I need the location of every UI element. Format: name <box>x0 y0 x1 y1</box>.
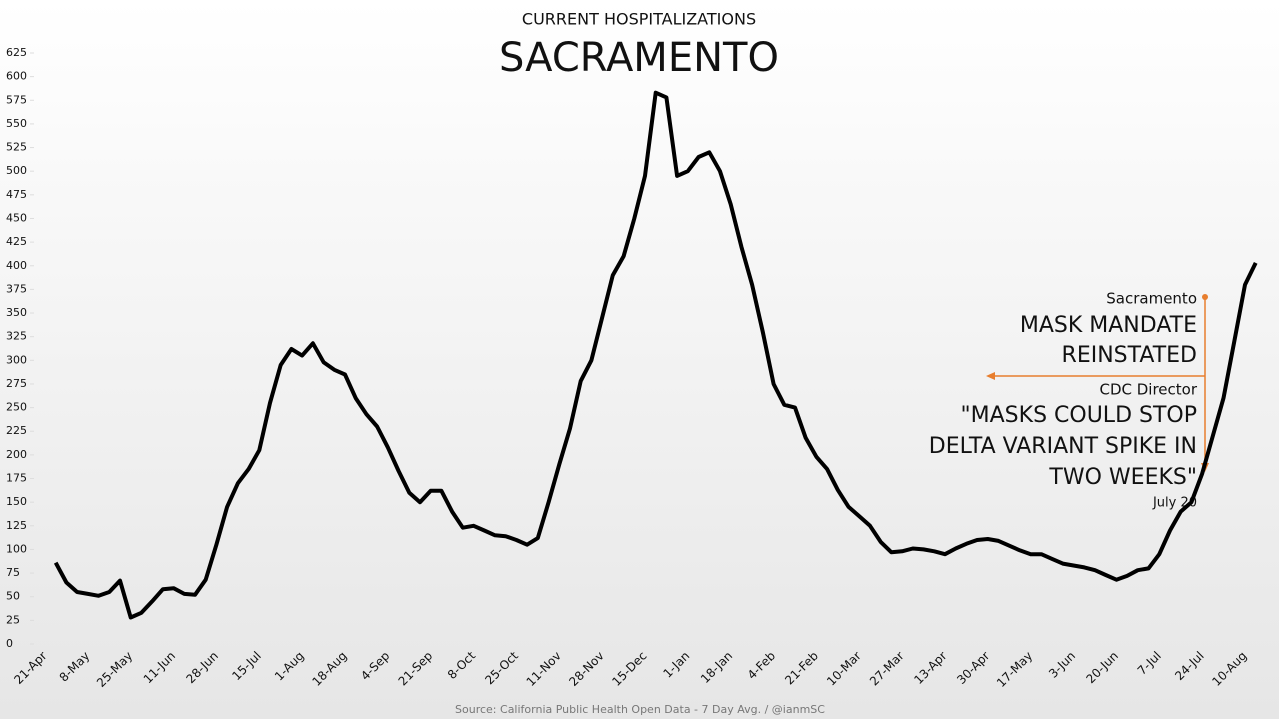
y-tick-label: 275 <box>6 377 27 390</box>
y-tick-label: 100 <box>6 542 27 555</box>
y-tick-label: 50 <box>6 590 20 603</box>
y-tick-label: 550 <box>6 117 27 130</box>
annotation-text: Sacramento <box>1106 290 1197 308</box>
annotation-text: TWO WEEKS" <box>1048 465 1197 490</box>
annotation-text: DELTA VARIANT SPIKE IN <box>929 434 1197 459</box>
y-tick-label: 575 <box>6 93 27 106</box>
annotation-text: MASK MANDATE <box>1020 313 1197 338</box>
y-tick-label: 375 <box>6 282 27 295</box>
y-tick-label: 425 <box>6 235 27 248</box>
chart-subtitle: SACRAMENTO <box>499 35 779 81</box>
y-tick-label: 175 <box>6 472 27 485</box>
y-tick-label: 300 <box>6 353 27 366</box>
annotation-dot <box>1202 294 1208 300</box>
y-tick-label: 225 <box>6 424 27 437</box>
chart-title: CURRENT HOSPITALIZATIONS <box>522 10 756 29</box>
y-tick-label: 25 <box>6 613 20 626</box>
annotation-arrow <box>986 372 995 380</box>
y-tick-label: 525 <box>6 141 27 154</box>
y-tick-label: 350 <box>6 306 27 319</box>
y-tick-label: 600 <box>6 70 27 83</box>
y-tick-label: 125 <box>6 519 27 532</box>
annotation-text: "MASKS COULD STOP <box>961 403 1197 428</box>
y-tick-label: 500 <box>6 164 27 177</box>
y-tick-label: 400 <box>6 259 27 272</box>
y-tick-label: 200 <box>6 448 27 461</box>
y-tick-label: 0 <box>6 637 13 650</box>
annotation-text: CDC Director <box>1099 381 1197 399</box>
y-tick-label: 150 <box>6 495 27 508</box>
y-tick-label: 250 <box>6 401 27 414</box>
y-tick-label: 75 <box>6 566 20 579</box>
y-tick-label: 475 <box>6 188 27 201</box>
y-tick-label: 450 <box>6 211 27 224</box>
source: Source: California Public Health Open Da… <box>455 703 825 716</box>
y-tick-label: 625 <box>6 46 27 59</box>
y-tick-label: 325 <box>6 330 27 343</box>
annotation-text: REINSTATED <box>1062 343 1197 368</box>
line <box>53 90 1258 620</box>
